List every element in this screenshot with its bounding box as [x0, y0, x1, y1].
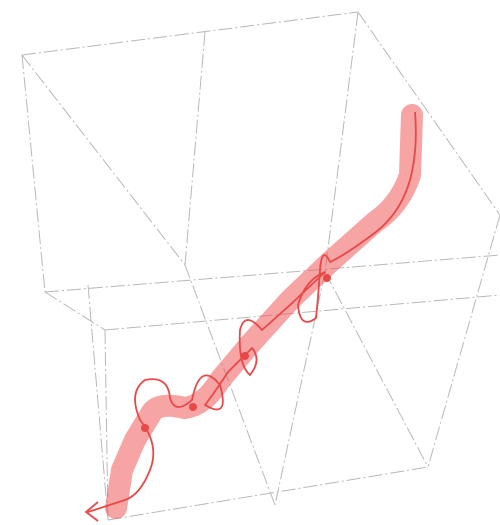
tube [105, 104, 423, 519]
points [141, 274, 331, 432]
point [241, 352, 249, 360]
box-edge [87, 284, 109, 521]
box-edge [107, 466, 429, 521]
wireframe-box [21, 11, 500, 521]
box-edge [21, 54, 186, 266]
box-edge [44, 254, 500, 293]
box-edge [44, 291, 106, 331]
point [189, 403, 197, 411]
box-edge [324, 271, 429, 468]
box-edge [21, 11, 359, 56]
curve [87, 111, 417, 513]
box-edge [21, 54, 46, 293]
box-edge [427, 214, 500, 468]
point [141, 424, 149, 432]
box-edge [357, 11, 500, 216]
box-edge [104, 294, 500, 331]
arrowhead [84, 501, 99, 522]
box-edge [184, 31, 206, 266]
point [323, 274, 331, 282]
box-edge [104, 329, 109, 521]
